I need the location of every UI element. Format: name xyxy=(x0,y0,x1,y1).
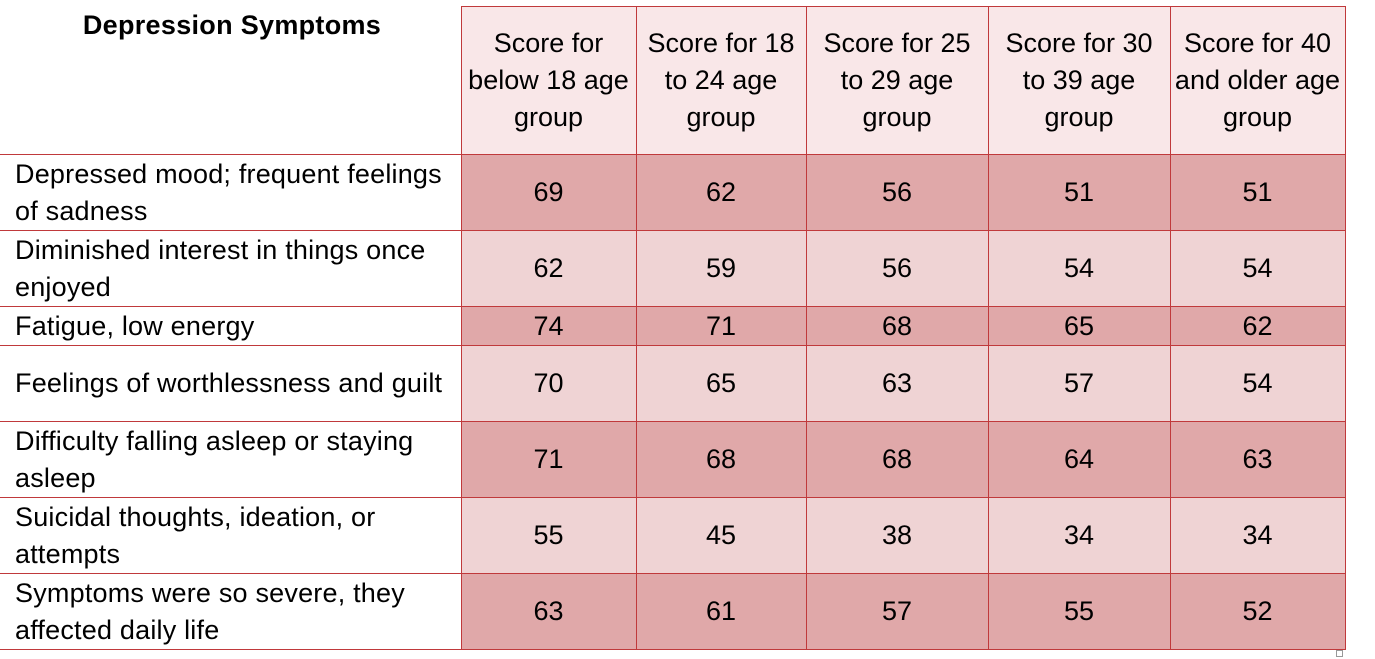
row-label: Fatigue, low energy xyxy=(0,306,462,346)
score-cell: 68 xyxy=(805,421,989,498)
score-cell: 54 xyxy=(1169,345,1346,422)
score-cell: 57 xyxy=(987,345,1171,422)
column-header: Score for below 18 age group xyxy=(460,6,637,155)
row-label: Difficulty falling asleep or staying asl… xyxy=(0,421,462,498)
header-row: Score for below 18 age group Score for 1… xyxy=(0,6,1346,155)
column-header: Score for 18 to 24 age group xyxy=(635,6,807,155)
score-cell: 63 xyxy=(1169,421,1346,498)
score-cell: 71 xyxy=(635,306,807,346)
score-cell: 69 xyxy=(460,154,637,231)
corner-header-cell xyxy=(0,6,461,155)
score-cell: 62 xyxy=(635,154,807,231)
score-cell: 59 xyxy=(635,230,807,307)
score-cell: 62 xyxy=(1169,306,1346,346)
table-title: Depression Symptoms xyxy=(82,10,382,40)
column-header: Score for 40 and older age group xyxy=(1169,6,1346,155)
table-row: Suicidal thoughts, ideation, or attempts… xyxy=(0,497,1346,574)
table-row: Difficulty falling asleep or staying asl… xyxy=(0,421,1346,498)
score-cell: 74 xyxy=(460,306,637,346)
row-label: Suicidal thoughts, ideation, or attempts xyxy=(0,497,462,574)
score-cell: 61 xyxy=(635,573,807,650)
score-cell: 56 xyxy=(805,154,989,231)
table-row: Symptoms were so severe, they affected d… xyxy=(0,573,1346,650)
score-cell: 63 xyxy=(805,345,989,422)
resize-handle[interactable] xyxy=(1336,650,1343,657)
score-cell: 51 xyxy=(1169,154,1346,231)
table-row: Feelings of worthlessness and guilt 70 6… xyxy=(0,345,1346,422)
table-row: Diminished interest in things once enjoy… xyxy=(0,230,1346,307)
score-cell: 65 xyxy=(635,345,807,422)
score-cell: 57 xyxy=(805,573,989,650)
row-label: Symptoms were so severe, they affected d… xyxy=(0,573,462,650)
column-header: Score for 25 to 29 age group xyxy=(805,6,989,155)
score-cell: 38 xyxy=(805,497,989,574)
score-cell: 68 xyxy=(805,306,989,346)
score-cell: 55 xyxy=(460,497,637,574)
table-row: Fatigue, low energy 74 71 68 65 62 xyxy=(0,306,1346,346)
score-cell: 34 xyxy=(987,497,1171,574)
row-label: Diminished interest in things once enjoy… xyxy=(0,230,462,307)
score-cell: 54 xyxy=(1169,230,1346,307)
row-label: Depressed mood; frequent feelings of sad… xyxy=(0,154,462,231)
score-cell: 71 xyxy=(460,421,637,498)
score-cell: 51 xyxy=(987,154,1171,231)
score-cell: 70 xyxy=(460,345,637,422)
score-cell: 52 xyxy=(1169,573,1346,650)
score-cell: 45 xyxy=(635,497,807,574)
score-cell: 68 xyxy=(635,421,807,498)
score-cell: 63 xyxy=(460,573,637,650)
score-cell: 64 xyxy=(987,421,1171,498)
score-cell: 55 xyxy=(987,573,1171,650)
score-cell: 56 xyxy=(805,230,989,307)
score-cell: 34 xyxy=(1169,497,1346,574)
score-cell: 62 xyxy=(460,230,637,307)
score-cell: 65 xyxy=(987,306,1171,346)
row-label: Feelings of worthlessness and guilt xyxy=(0,345,462,422)
table-row: Depressed mood; frequent feelings of sad… xyxy=(0,154,1346,231)
depression-scores-table: Score for below 18 age group Score for 1… xyxy=(0,6,1346,650)
score-cell: 54 xyxy=(987,230,1171,307)
column-header: Score for 30 to 39 age group xyxy=(987,6,1171,155)
